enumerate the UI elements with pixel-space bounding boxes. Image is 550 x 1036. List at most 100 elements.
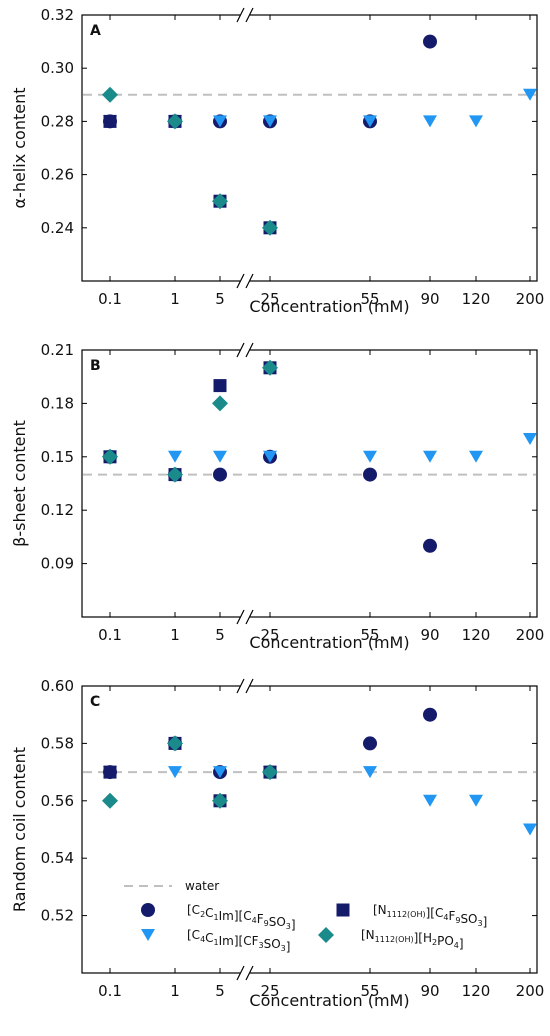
data-point-diamond [167, 466, 183, 483]
y-tick-label: 0.28 [41, 112, 74, 130]
y-tick-label: 0.09 [41, 555, 74, 573]
data-point-diamond [262, 359, 278, 376]
data-point-circle [423, 538, 437, 553]
x-tick-label: 25 [260, 982, 279, 1000]
x-tick-label: 90 [420, 982, 439, 1000]
x-tick-label: 200 [516, 290, 545, 308]
data-point-triangle-down [213, 450, 227, 463]
x-tick-label: 55 [360, 982, 379, 1000]
data-point-triangle-down [363, 115, 377, 128]
axis-break-mark [236, 609, 254, 625]
y-tick-label: 0.24 [41, 219, 74, 237]
data-point-diamond [102, 792, 118, 809]
data-point-diamond [212, 792, 228, 809]
x-tick-label: 55 [360, 626, 379, 644]
data-point-circle [213, 467, 227, 482]
data-point-diamond [212, 193, 228, 210]
data-point-triangle-down [423, 794, 437, 807]
plot-frame [81, 349, 538, 618]
data-point-triangle-down [469, 450, 483, 463]
data-point-circle [363, 736, 377, 751]
y-tick-label: 0.26 [41, 166, 74, 184]
data-point-triangle-down [523, 823, 537, 836]
legend: water [C2C1Im][C4F9SO3] [N1112(OH)][C4F9SO… [124, 879, 487, 954]
data-point-triangle-down [523, 88, 537, 101]
data-point-triangle-down [263, 115, 277, 128]
data-point-triangle-down [213, 766, 227, 779]
x-tick-label: 1 [170, 290, 180, 308]
axis-break-mark [236, 7, 254, 23]
x-tick-label: 25 [260, 626, 279, 644]
axis-break-mark [236, 678, 254, 694]
x-axis-title: Concentration (mM) [249, 633, 409, 652]
y-tick-label: 0.32 [41, 6, 74, 24]
data-point-diamond [102, 448, 118, 465]
x-tick-label: 200 [516, 982, 545, 1000]
data-point-square [213, 379, 227, 393]
x-tick-label: 120 [462, 626, 491, 644]
data-point-triangle-down [523, 433, 537, 445]
x-axis-title: Concentration (mM) [249, 991, 409, 1010]
y-axis-title: Random coil content [10, 747, 29, 912]
data-point-triangle-down [168, 450, 182, 463]
legend-marker-triangle-down [141, 929, 155, 941]
axis-break-mark [236, 965, 254, 981]
y-tick-label: 0.18 [41, 394, 74, 412]
x-tick-label: 0.1 [98, 626, 122, 644]
data-point-triangle-down [469, 794, 483, 807]
legend-entry: [N1112(OH)][H2PO4] [318, 927, 464, 951]
data-point-triangle-down [469, 115, 483, 128]
y-tick-label: 0.30 [41, 59, 74, 77]
panel-a: 0.24 0.26 0.28 0.30 0.32 0.1 1 5 25 55 90 120 200 Aα-… [10, 6, 544, 316]
legend-label: [C2C1Im][C4F9SO3] [187, 903, 296, 932]
legend-marker-circle [141, 903, 155, 917]
x-tick-label: 5 [215, 626, 225, 644]
y-tick-label: 0.54 [41, 849, 74, 867]
data-point-circle [423, 707, 437, 722]
data-point-diamond [262, 764, 278, 781]
data-point-triangle-down [423, 115, 437, 128]
y-tick-label: 0.12 [41, 501, 74, 519]
y-tick-label: 0.52 [41, 907, 74, 925]
data-point-diamond [262, 219, 278, 236]
plot-frame [81, 685, 538, 974]
data-point-circle [363, 467, 377, 482]
data-point-triangle-down [363, 450, 377, 463]
legend-label: [C4C1Im][CF3SO3] [187, 928, 290, 954]
y-tick-label: 0.15 [41, 448, 74, 466]
legend-water-label: water [185, 879, 219, 893]
y-tick-label: 0.56 [41, 792, 74, 810]
axis-break-mark [236, 273, 254, 289]
data-point-square [103, 114, 117, 128]
plot-frame [81, 14, 538, 282]
data-point-triangle-down [213, 115, 227, 128]
x-axis-title: Concentration (mM) [249, 297, 409, 316]
legend-entry: [C4C1Im][CF3SO3] [141, 928, 290, 954]
x-tick-label: 55 [360, 290, 379, 308]
x-tick-label: 25 [260, 290, 279, 308]
panel-letter: A [90, 23, 101, 39]
data-point-triangle-down [168, 766, 182, 779]
data-point-diamond [167, 735, 183, 752]
y-axis-title: β-sheet content [10, 420, 29, 547]
legend-entry: [C2C1Im][C4F9SO3] [141, 903, 296, 932]
data-point-circle [423, 34, 437, 49]
axis-break-mark [236, 342, 254, 358]
x-tick-label: 5 [215, 982, 225, 1000]
data-point-triangle-down [363, 766, 377, 779]
x-tick-label: 5 [215, 290, 225, 308]
x-tick-label: 1 [170, 626, 180, 644]
y-tick-label: 0.60 [41, 677, 74, 695]
data-point-triangle-down [263, 450, 277, 463]
data-point-diamond [102, 86, 118, 103]
legend-label: [N1112(OH)][H2PO4] [361, 928, 464, 951]
x-tick-label: 200 [516, 626, 545, 644]
panel-letter: B [90, 358, 101, 374]
x-tick-label: 90 [420, 626, 439, 644]
y-axis-title: α-helix content [10, 87, 29, 208]
x-tick-label: 0.1 [98, 982, 122, 1000]
panel-c: 0.52 0.54 0.56 0.58 0.60 0.1 1 5 25 55 90 120 200 C Ra… [10, 677, 544, 1010]
panel-letter: C [90, 694, 100, 710]
x-tick-label: 120 [462, 982, 491, 1000]
